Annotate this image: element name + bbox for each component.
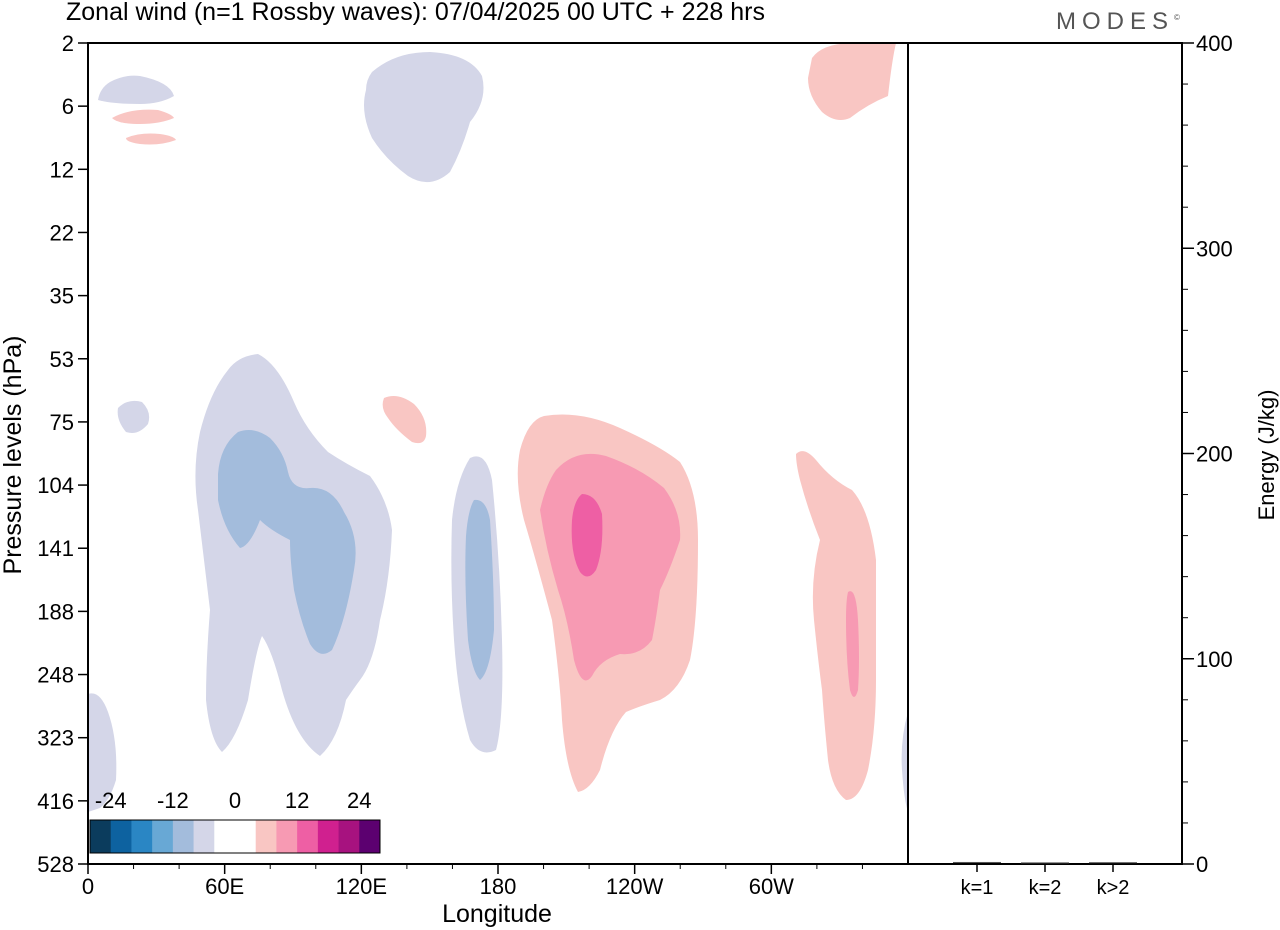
modes-logo: MODES© (1056, 8, 1180, 36)
x-tick-label: 60W (749, 874, 794, 899)
x-tick-label: 120W (606, 874, 664, 899)
colorbar: -24 -12 0 12 24 (89, 788, 381, 854)
colorbar-swatch (235, 820, 257, 853)
y-tick-label: 416 (37, 789, 74, 814)
colorbar-swatch (172, 820, 194, 853)
y-tick-label: 12 (50, 157, 74, 182)
y-tick-label: 528 (37, 852, 74, 877)
y-tick-label: 248 (37, 663, 74, 688)
energy-tick-label: 400 (1196, 31, 1233, 56)
energy-bar-3 (1089, 862, 1137, 864)
colorbar-tick-label: 12 (285, 788, 309, 813)
colorbar-swatch (110, 820, 132, 853)
colorbar-swatch (276, 820, 298, 853)
energy-category-label: k>2 (1097, 877, 1130, 899)
x-tick-label: 60E (205, 874, 244, 899)
y-tick-label: 22 (50, 220, 74, 245)
colorbar-swatch (131, 820, 153, 853)
colorbar-swatch (338, 820, 360, 853)
axes: 0 60E 120E 180 120W 60W 2 6 12 22 35 53 75 104 141 188 2… (37, 31, 1232, 899)
chart-title: Zonal wind (n=1 Rossby waves): 07/04/202… (66, 0, 765, 26)
y-tick-label: 53 (50, 347, 74, 372)
energy-tick-label: 100 (1196, 647, 1233, 672)
colorbar-tick-label: -12 (157, 788, 189, 813)
colorbar-swatch (359, 820, 381, 853)
copyright-mark: © (1174, 13, 1180, 22)
contour-positive-top-right (808, 43, 896, 120)
contour-positive-right-inner (846, 591, 859, 697)
contour-negative-top-center (364, 52, 484, 183)
colorbar-swatch (214, 820, 236, 853)
y-tick-label: 104 (37, 473, 74, 498)
colorbar-swatch (255, 820, 277, 853)
contour-positive-right-outer (796, 451, 876, 800)
colorbar-tick-label: 24 (347, 788, 371, 813)
contour-positive-upper-left (98, 75, 174, 104)
colorbar-tick-label: 0 (229, 788, 241, 813)
y-tick-label: 35 (50, 284, 74, 309)
contour-negative-center-inner (465, 499, 494, 680)
contour-positive-center-core (571, 494, 603, 577)
energy-bar-1 (953, 861, 1001, 863)
y-tick-label: 2 (62, 31, 74, 56)
colorbar-frame (89, 819, 381, 854)
energy-category-label: k=2 (1029, 877, 1062, 899)
colorbar-swatch (152, 820, 174, 853)
colorbar-swatch (297, 820, 319, 853)
logo-text: MODES (1056, 8, 1175, 35)
contour-negative-small-left (117, 400, 150, 433)
contour-negative-lower-left (88, 693, 117, 812)
energy-panel-frame (907, 42, 1183, 865)
y-tick-label: 141 (37, 536, 74, 561)
contour-positive-upper-left-3 (126, 133, 176, 145)
energy-tick-label: 200 (1196, 442, 1233, 467)
x-axis-title: Longitude (442, 900, 552, 928)
x-tick-label: 120E (336, 874, 387, 899)
y-axis-title: Pressure levels (hPa) (0, 336, 27, 575)
contour-negative-lower-right-edge (901, 712, 908, 812)
x-tick-label: 0 (82, 874, 94, 899)
contour-negative-left-inner (218, 430, 356, 654)
energy-tick-label: 300 (1196, 236, 1233, 261)
energy-category-label: k=1 (961, 877, 994, 899)
colorbar-swatch (193, 820, 215, 853)
y-tick-label: 6 (62, 94, 74, 119)
x-tick-label: 180 (480, 874, 517, 899)
contour-positive-small-center (382, 396, 427, 444)
colorbar-swatch (317, 820, 339, 853)
colorbar-tick-label: -24 (95, 788, 127, 813)
y-tick-label: 323 (37, 726, 74, 751)
y-tick-label: 75 (50, 410, 74, 435)
colorbar-swatch (90, 820, 112, 853)
y-tick-label: 188 (37, 599, 74, 624)
contour-fills (88, 43, 908, 812)
energy-bar-2 (1021, 862, 1069, 864)
contour-positive-upper-left-2 (112, 109, 174, 124)
energy-tick-label: 0 (1196, 852, 1208, 877)
energy-axis-title: Energy (J/kg) (1254, 390, 1279, 521)
